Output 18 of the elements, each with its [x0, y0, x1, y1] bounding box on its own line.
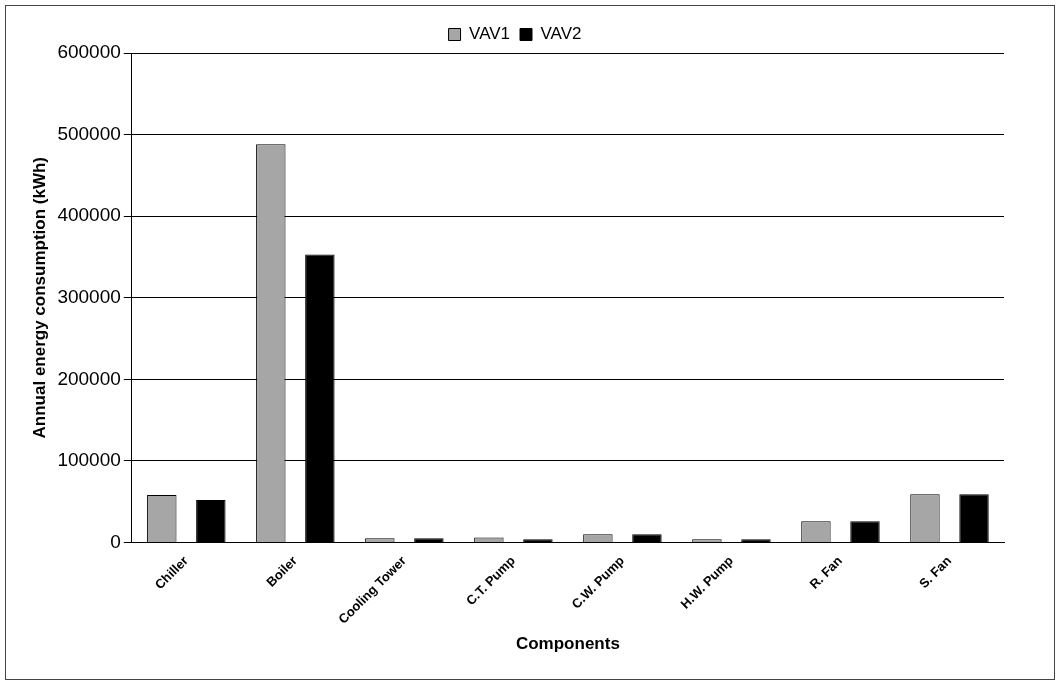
bar [414, 538, 444, 542]
bar [959, 494, 989, 542]
x-tick-label: S. Fan [915, 552, 955, 592]
legend-label: VAV2 [540, 24, 582, 44]
x-axis-title: Components [515, 634, 620, 654]
legend-label: VAV1 [469, 24, 511, 44]
y-tick-label: 300000 [57, 285, 121, 307]
bar [850, 521, 880, 542]
x-tick-label: R. Fan [806, 552, 846, 592]
y-tick-label: 200000 [57, 367, 121, 389]
y-tick-label: 600000 [57, 41, 121, 63]
y-axis-title: Annual energy consumption (kWh) [29, 156, 49, 439]
y-tick-label: 500000 [57, 122, 121, 144]
y-tick-label: 100000 [57, 449, 121, 471]
y-tick-label: 400000 [57, 204, 121, 226]
y-tick-label: 0 [110, 530, 121, 552]
bar [196, 500, 226, 542]
bar [632, 534, 662, 542]
